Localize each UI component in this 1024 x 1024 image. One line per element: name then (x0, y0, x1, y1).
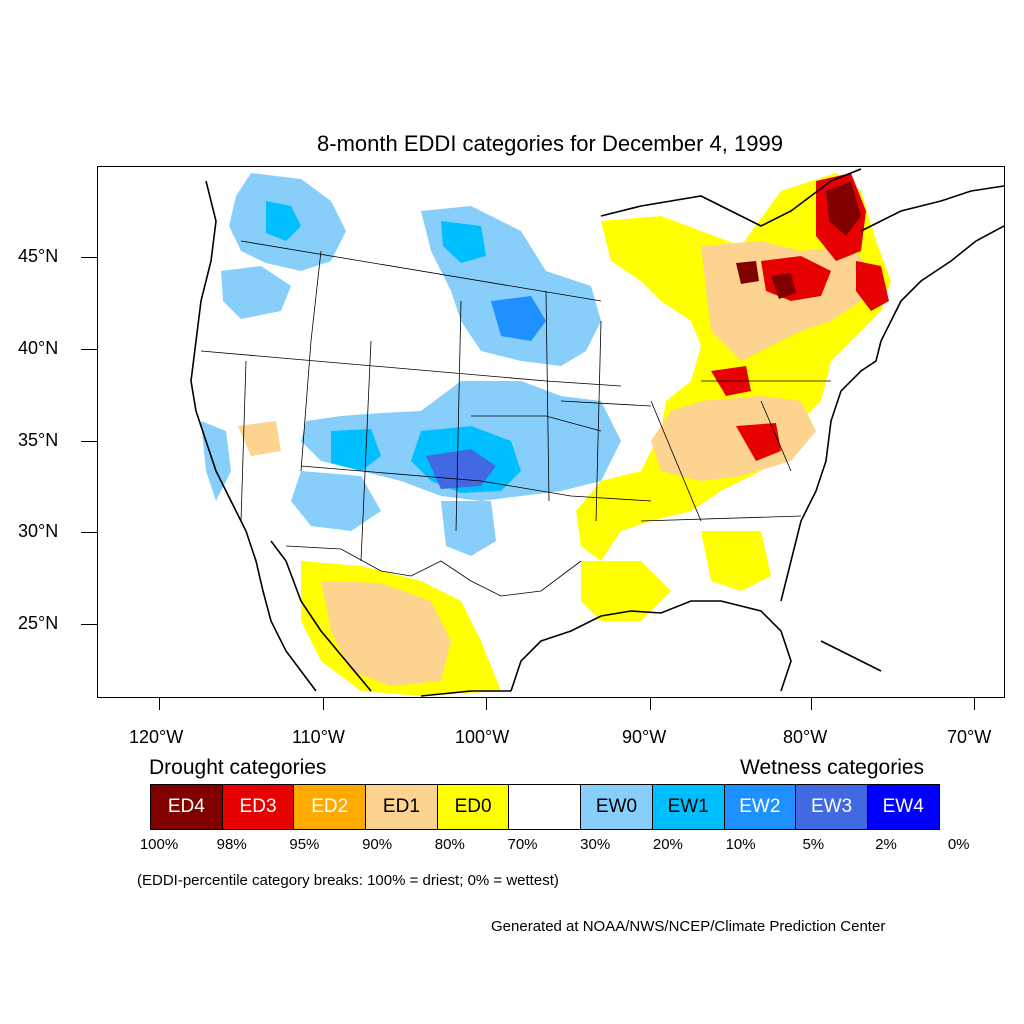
y-tick-label: 25°N (18, 613, 59, 633)
percentile-label: 30% (580, 836, 611, 853)
percentile-label: 98% (216, 836, 247, 853)
y-tick-mark (81, 532, 97, 533)
y-tick-mark (81, 441, 97, 442)
x-tick-mark (650, 697, 651, 710)
legend-category: ED4 (150, 784, 223, 830)
y-tick-mark (81, 624, 97, 625)
legend-category: EW4 (866, 784, 940, 830)
legend-category: ED2 (293, 784, 367, 830)
x-tick-label: 70°W (947, 727, 992, 747)
x-tick-label: 110°W (292, 727, 345, 747)
x-tick-mark (323, 697, 324, 710)
y-tick-label: 30°N (18, 521, 59, 541)
y-tick-mark (81, 257, 97, 258)
percentile-label: 0% (947, 836, 970, 853)
percentile-label: 2% (875, 836, 897, 853)
legend-category: ED0 (436, 784, 510, 830)
legend-category: ED3 (221, 784, 295, 830)
coastlines (190, 168, 1004, 697)
legend-category: ED1 (365, 784, 438, 830)
legend-category (508, 784, 582, 830)
legend-category: EW1 (651, 784, 725, 830)
x-tick-mark (811, 697, 812, 710)
percentile-label: 95% (289, 836, 320, 853)
x-tick-label: 100°W (455, 727, 510, 747)
y-tick-label: 40°N (18, 338, 59, 358)
legend-category: EW2 (723, 784, 797, 830)
percentile-label: 90% (362, 836, 393, 853)
y-tick-label: 45°N (18, 246, 59, 266)
credit-line: Generated at NOAA/NWS/NCEP/Climate Predi… (491, 918, 886, 935)
x-tick-mark (974, 697, 975, 710)
legend-category: EW0 (580, 784, 653, 830)
x-tick-mark (486, 697, 487, 710)
percentile-label: 10% (725, 836, 756, 853)
x-tick-label: 80°W (783, 727, 828, 747)
map-title: 8-month EDDI categories for December 4, … (317, 131, 783, 156)
borders (200, 240, 831, 597)
category-note: (EDDI-percentile category breaks: 100% =… (137, 872, 559, 889)
wetness-regions (201, 173, 621, 556)
percentile-label: 80% (434, 836, 465, 853)
map-panel (97, 166, 1005, 698)
percentile-label: 70% (507, 836, 538, 853)
x-tick-label: 120°W (129, 727, 184, 747)
drought-heading: Drought categories (149, 756, 327, 779)
y-tick-label: 35°N (18, 430, 59, 450)
legend-category: EW3 (795, 784, 868, 830)
percentile-label: 20% (652, 836, 683, 853)
eddi-map (190, 168, 1004, 697)
percentile-label: 100% (139, 836, 179, 853)
x-tick-label: 90°W (622, 727, 667, 747)
legend-colorbar: ED4 ED3 ED2 ED1 ED0 EW0 EW1 EW2 EW3 EW4 (150, 784, 940, 830)
drought-regions (238, 173, 891, 696)
y-tick-mark (81, 349, 97, 350)
wetness-heading: Wetness categories (740, 756, 925, 779)
percentile-label: 5% (802, 836, 825, 853)
x-tick-mark (159, 697, 160, 710)
